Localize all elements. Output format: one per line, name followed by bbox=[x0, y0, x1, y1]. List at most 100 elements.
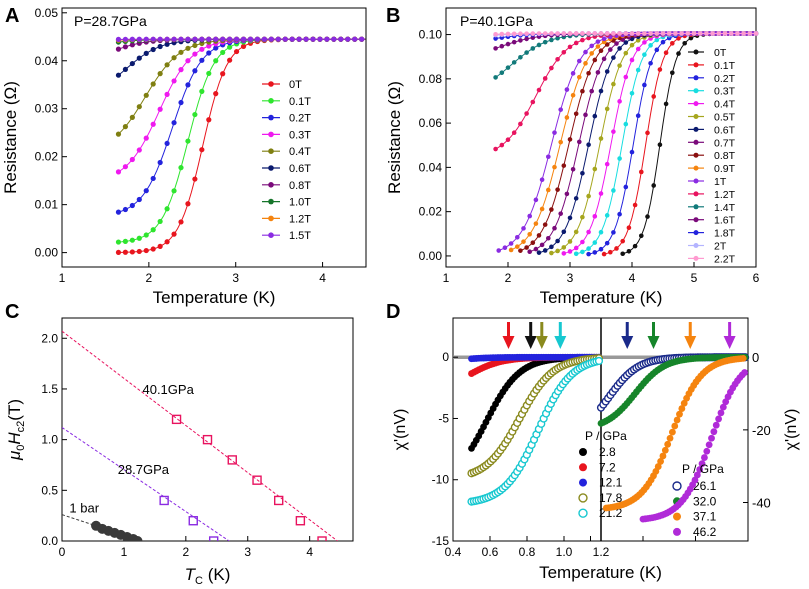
series-label: 28.7GPa bbox=[118, 462, 170, 477]
legend-label: 17.8 bbox=[599, 491, 623, 505]
data-point bbox=[331, 36, 337, 42]
data-point bbox=[660, 31, 666, 36]
data-point bbox=[632, 243, 638, 249]
data-point bbox=[555, 31, 560, 36]
data-point bbox=[542, 222, 548, 227]
data-point bbox=[220, 49, 226, 56]
data-point bbox=[567, 44, 573, 50]
panel-d-x-tick-label: 0.4 bbox=[445, 545, 462, 559]
fit-line bbox=[62, 514, 97, 527]
data-point bbox=[150, 227, 156, 233]
panel-a-series-1.2T: 1.2T bbox=[115, 36, 366, 225]
data-point bbox=[671, 422, 679, 430]
data-point bbox=[171, 188, 177, 194]
tc-arrow-head bbox=[684, 336, 697, 349]
data-point bbox=[233, 48, 240, 55]
data-point bbox=[635, 46, 641, 52]
legend-label: 0.3T bbox=[714, 86, 736, 98]
data-point bbox=[136, 55, 142, 61]
data-point bbox=[254, 36, 261, 42]
data-point bbox=[185, 138, 191, 144]
data-point bbox=[164, 62, 170, 68]
data-point bbox=[614, 41, 619, 46]
data-point bbox=[227, 36, 233, 42]
data-point bbox=[611, 230, 616, 235]
data-point bbox=[352, 36, 358, 42]
legend-marker bbox=[579, 463, 587, 472]
data-point bbox=[549, 207, 554, 212]
panel-a-series-1.5T: 1.5T bbox=[115, 36, 366, 242]
data-point bbox=[617, 99, 622, 104]
data-point bbox=[555, 35, 560, 41]
data-point bbox=[635, 67, 641, 73]
data-point bbox=[524, 36, 529, 42]
panel-a-x-tick-label: 1 bbox=[59, 271, 66, 285]
data-point bbox=[626, 248, 632, 254]
data-point bbox=[508, 247, 514, 253]
data-point bbox=[518, 54, 523, 60]
panel-d-y-tick-label: -15 bbox=[432, 534, 450, 548]
data-point bbox=[604, 213, 610, 218]
data-point bbox=[143, 50, 149, 56]
panel-a-series-0T: 0T bbox=[115, 36, 366, 256]
data-point bbox=[274, 495, 284, 506]
data-point bbox=[617, 46, 622, 51]
series-label: 40.1GPa bbox=[142, 382, 194, 397]
panel-d-x-tick-label: 0.6 bbox=[482, 545, 499, 559]
legend-label: 26.1 bbox=[693, 479, 717, 493]
tc-arrow-head bbox=[535, 336, 548, 349]
data-point bbox=[611, 129, 616, 134]
data-point bbox=[493, 46, 498, 51]
data-point bbox=[157, 159, 163, 166]
data-point bbox=[530, 31, 536, 36]
data-point bbox=[539, 206, 545, 212]
data-point bbox=[518, 38, 523, 43]
fit-line bbox=[62, 330, 338, 541]
data-point bbox=[573, 229, 579, 235]
data-point bbox=[536, 42, 542, 48]
data-point bbox=[601, 56, 607, 62]
data-point bbox=[639, 233, 644, 239]
fit-line bbox=[62, 427, 230, 541]
data-point bbox=[505, 137, 511, 143]
data-point bbox=[129, 42, 135, 48]
data-point bbox=[598, 88, 604, 94]
legend-marker bbox=[579, 448, 587, 456]
data-point bbox=[685, 31, 691, 36]
legend-marker bbox=[268, 81, 274, 87]
tc-arrow bbox=[684, 322, 697, 349]
legend-marker bbox=[693, 75, 699, 81]
data-point bbox=[157, 43, 163, 50]
data-point bbox=[268, 36, 274, 42]
x-label-unit: (K) bbox=[203, 565, 230, 584]
data-point bbox=[115, 131, 122, 137]
data-point bbox=[171, 78, 177, 84]
data-point bbox=[623, 40, 629, 45]
panel-d-y-right-tick-label: -20 bbox=[752, 423, 771, 438]
data-point bbox=[289, 36, 295, 42]
data-point bbox=[594, 356, 604, 366]
panel-c-x-tick-label: 4 bbox=[306, 545, 313, 559]
data-point bbox=[555, 238, 560, 244]
data-point bbox=[295, 516, 306, 526]
tc-arrow-head bbox=[723, 336, 736, 349]
data-point bbox=[570, 92, 576, 98]
data-point bbox=[620, 251, 625, 257]
data-point bbox=[598, 246, 604, 252]
data-point bbox=[122, 238, 129, 244]
data-point bbox=[676, 36, 681, 41]
data-point bbox=[586, 251, 591, 257]
data-point bbox=[555, 248, 560, 254]
data-point bbox=[115, 239, 122, 245]
data-point bbox=[227, 44, 233, 50]
data-point bbox=[171, 414, 182, 425]
panel-d-x-tick-label: 1.0 bbox=[556, 545, 573, 559]
data-point bbox=[521, 239, 526, 244]
data-point bbox=[664, 440, 672, 448]
data-point bbox=[558, 139, 563, 145]
legend-label: 0T bbox=[714, 47, 727, 59]
data-point bbox=[573, 251, 579, 257]
data-point bbox=[580, 171, 585, 176]
data-point bbox=[676, 51, 681, 56]
data-point bbox=[132, 536, 143, 541]
